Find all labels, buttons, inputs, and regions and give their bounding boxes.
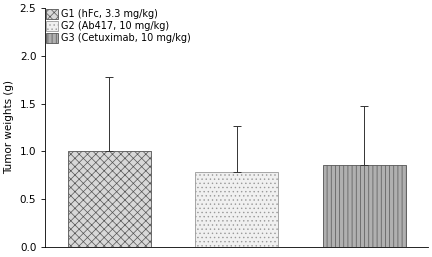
Legend: G1 (hFc, 3.3 mg/kg), G2 (Ab417, 10 mg/kg), G3 (Cetuximab, 10 mg/kg): G1 (hFc, 3.3 mg/kg), G2 (Ab417, 10 mg/kg… (46, 9, 191, 43)
Bar (195, 172, 278, 247)
Y-axis label: Tumor weights (g): Tumor weights (g) (4, 80, 14, 175)
Bar (323, 165, 406, 247)
Bar (68, 151, 150, 247)
